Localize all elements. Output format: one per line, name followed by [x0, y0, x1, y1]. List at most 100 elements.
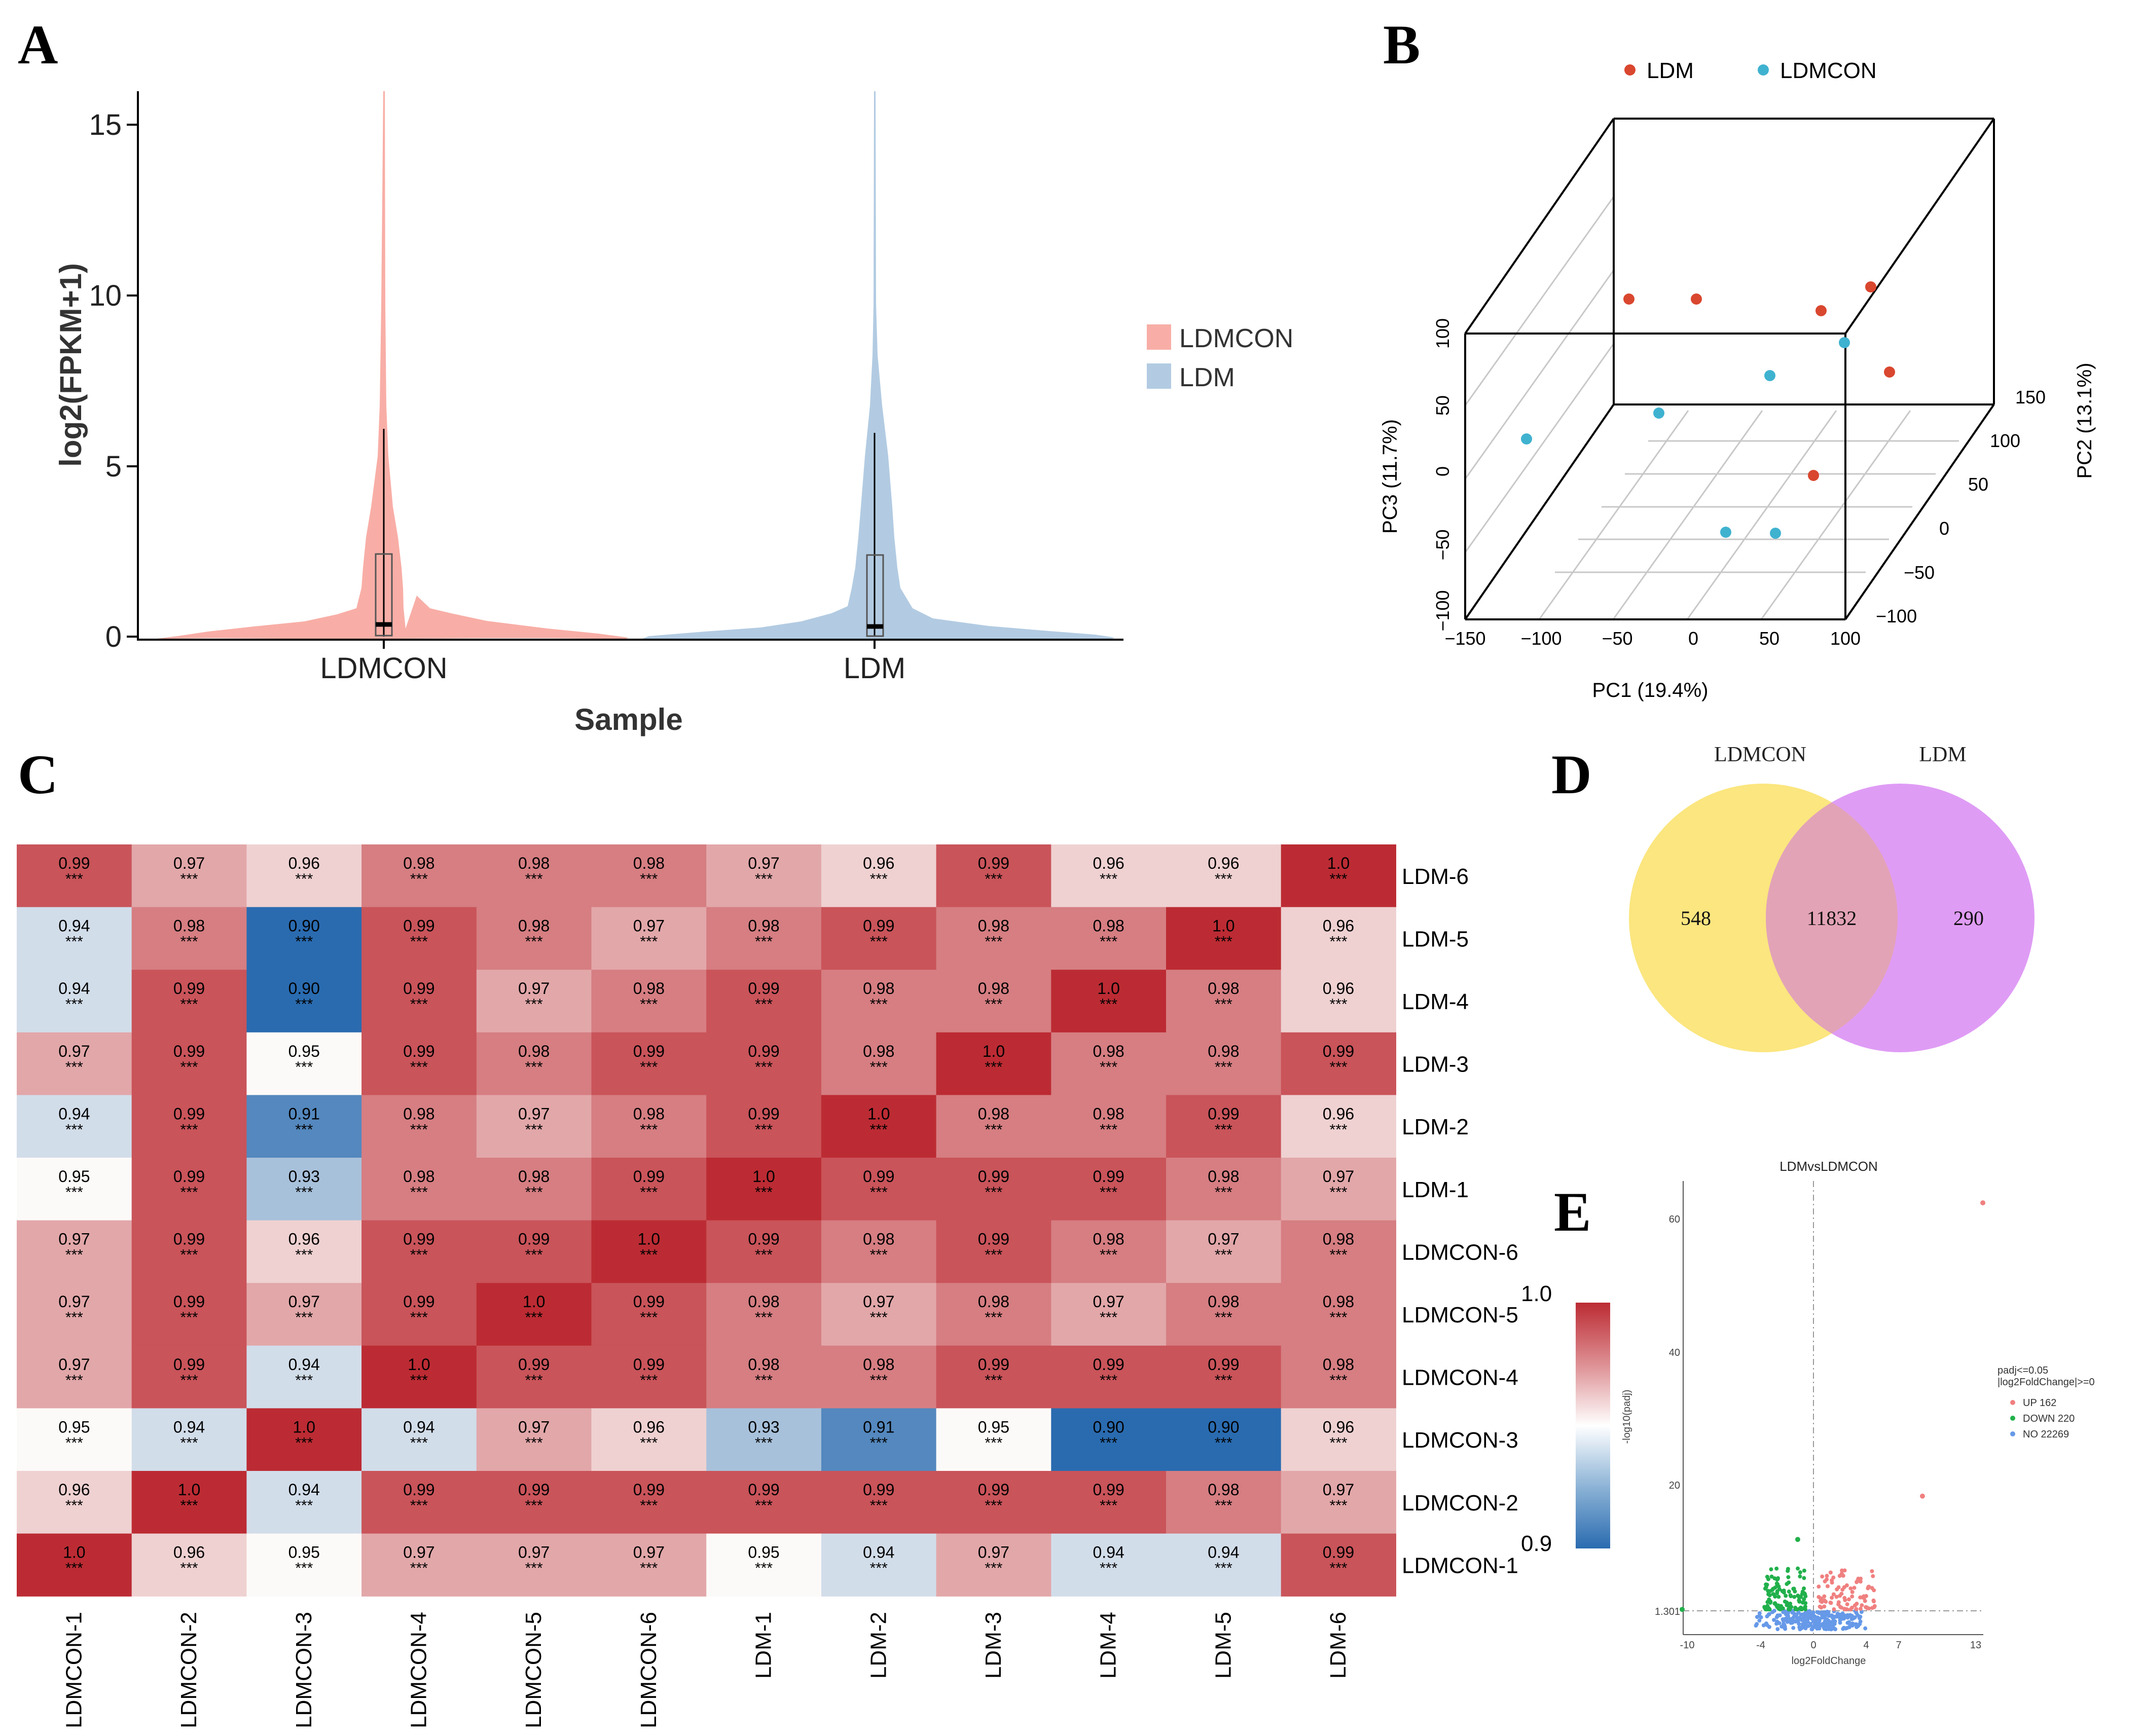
- volcano-point-no: [1842, 1613, 1847, 1618]
- volcano-point-no: [1775, 1613, 1780, 1618]
- heatmap-cell-value: 0.91: [863, 1418, 894, 1436]
- x-axis-title: Sample: [574, 703, 682, 736]
- heatmap-cell: [1281, 1471, 1396, 1534]
- heatmap-cell-significance: ***: [985, 1309, 1002, 1326]
- heatmap-cell-value: 0.97: [1208, 1230, 1239, 1248]
- heatmap-cell: [361, 1158, 477, 1221]
- volcano-point-down: [1786, 1569, 1790, 1573]
- heatmap-cell-significance: ***: [985, 1434, 1002, 1451]
- heatmap-cell-value: 0.99: [173, 1355, 205, 1374]
- heatmap-cell-value: 0.94: [173, 1418, 205, 1436]
- heatmap-cell: [1166, 1220, 1282, 1283]
- y-tick-label: 15: [89, 108, 122, 141]
- heatmap-cell-value: 0.94: [403, 1418, 434, 1436]
- heatmap-cell-value: 0.90: [1208, 1418, 1239, 1436]
- heatmap-cell: [936, 1220, 1051, 1283]
- heatmap-cell-value: 0.98: [978, 917, 1009, 935]
- heatmap-cell-value: 0.99: [403, 1230, 434, 1248]
- heatmap-cell-significance: ***: [640, 1309, 658, 1326]
- heatmap-cell: [17, 1032, 132, 1095]
- heatmap-cell: [1051, 1471, 1167, 1534]
- heatmap-cell: [361, 1032, 477, 1095]
- volcano-point-down: [1802, 1576, 1806, 1580]
- heatmap-colorbar: [1576, 1303, 1610, 1548]
- heatmap-cell: [591, 1283, 707, 1346]
- pca-x-tick: −100: [1520, 628, 1561, 649]
- heatmap-cell-significance: ***: [755, 1372, 773, 1389]
- heatmap-cell-significance: ***: [1215, 1121, 1232, 1138]
- heatmap-column-label: LDM-6: [1326, 1612, 1351, 1679]
- heatmap-cell: [246, 970, 362, 1033]
- heatmap-cell-value: 0.99: [978, 1167, 1009, 1186]
- heatmap-cell-value: 0.97: [1323, 1481, 1354, 1499]
- heatmap-cell-value: 0.99: [633, 1042, 665, 1060]
- pca-point-ldm: [1691, 293, 1702, 305]
- heatmap-cell-value: 0.98: [978, 979, 1009, 998]
- heatmap-cell-value: 0.94: [288, 1355, 320, 1374]
- heatmap-cell: [1051, 1345, 1167, 1409]
- heatmap-cell: [246, 1471, 362, 1534]
- volcano-point-no: [1782, 1622, 1786, 1627]
- volcano-point-down: [1802, 1597, 1806, 1602]
- heatmap-cell: [246, 907, 362, 970]
- pca-y-tick: 150: [2015, 387, 2046, 408]
- volcano-y-tick: 20: [1669, 1480, 1680, 1491]
- heatmap-cell-significance: ***: [180, 996, 198, 1013]
- heatmap-column-label: LDM-1: [751, 1612, 776, 1679]
- volcano-point-up: [1858, 1579, 1863, 1584]
- heatmap-cell-significance: ***: [295, 1059, 313, 1076]
- heatmap-cell-significance: ***: [180, 1059, 198, 1076]
- pca-point-ldmcon: [1839, 337, 1850, 348]
- volcano-point-no: [1764, 1621, 1768, 1626]
- heatmap-cell: [936, 1408, 1051, 1471]
- correlation-heatmap: 0.99***0.97***0.96***0.98***0.98***0.98*…: [17, 844, 1610, 1728]
- volcano-point-no: [1842, 1616, 1846, 1621]
- volcano-legend-dot-no: [2010, 1431, 2015, 1436]
- volcano-point-down: [1800, 1607, 1804, 1611]
- heatmap-cell-significance: ***: [1100, 1309, 1117, 1326]
- panel-letter-a: A: [18, 14, 58, 76]
- volcano-point-no: [1859, 1610, 1864, 1614]
- volcano-point-down: [1767, 1593, 1772, 1598]
- heatmap-cell: [821, 1408, 937, 1471]
- heatmap-cell-significance: ***: [410, 1497, 428, 1514]
- volcano-point-down: [1771, 1586, 1775, 1591]
- heatmap-row-label: LDM-6: [1402, 864, 1469, 889]
- volcano-point-no: [1770, 1610, 1775, 1614]
- heatmap-cell-significance: ***: [410, 1059, 428, 1076]
- heatmap-cell-value: 0.98: [403, 1167, 434, 1186]
- heatmap-cell: [821, 970, 937, 1033]
- violin-ldmcon: [149, 91, 629, 641]
- heatmap-cell-significance: ***: [295, 1247, 313, 1264]
- heatmap-cell-significance: ***: [1215, 1434, 1232, 1451]
- heatmap-cell-significance: ***: [870, 934, 888, 950]
- heatmap-cell-significance: ***: [640, 1059, 658, 1076]
- volcano-point-no: [1838, 1620, 1842, 1625]
- heatmap-cell: [821, 1032, 937, 1095]
- heatmap-cell: [476, 1283, 592, 1346]
- heatmap-cell: [17, 907, 132, 970]
- heatmap-cell-value: 0.96: [1323, 917, 1354, 935]
- volcano-point-no: [1847, 1625, 1851, 1630]
- heatmap-cell-value: 1.0: [752, 1167, 775, 1186]
- heatmap-cell-significance: ***: [410, 996, 428, 1013]
- heatmap-cell: [1051, 1095, 1167, 1158]
- heatmap-cell-significance: ***: [180, 1497, 198, 1514]
- heatmap-cell-significance: ***: [755, 1309, 773, 1326]
- heatmap-cell-value: 0.99: [748, 1042, 779, 1060]
- heatmap-cell: [1051, 1283, 1167, 1346]
- heatmap-cell-value: 0.99: [518, 1230, 550, 1248]
- heatmap-grid: 0.99***0.97***0.96***0.98***0.98***0.98*…: [17, 844, 1396, 1597]
- heatmap-cell: [17, 1408, 132, 1471]
- volcano-point-no: [1797, 1621, 1801, 1626]
- heatmap-cell-value: 0.90: [1093, 1418, 1124, 1436]
- heatmap-cell: [131, 1095, 247, 1158]
- heatmap-cell: [1051, 1158, 1167, 1221]
- heatmap-cell: [591, 1471, 707, 1534]
- heatmap-cell: [131, 1032, 247, 1095]
- volcano-point-up: [1850, 1594, 1855, 1599]
- heatmap-cell-significance: ***: [295, 1497, 313, 1514]
- heatmap-cell-significance: ***: [65, 871, 83, 888]
- volcano-point-down: [1768, 1601, 1772, 1605]
- volcano-point-up: [1840, 1568, 1844, 1573]
